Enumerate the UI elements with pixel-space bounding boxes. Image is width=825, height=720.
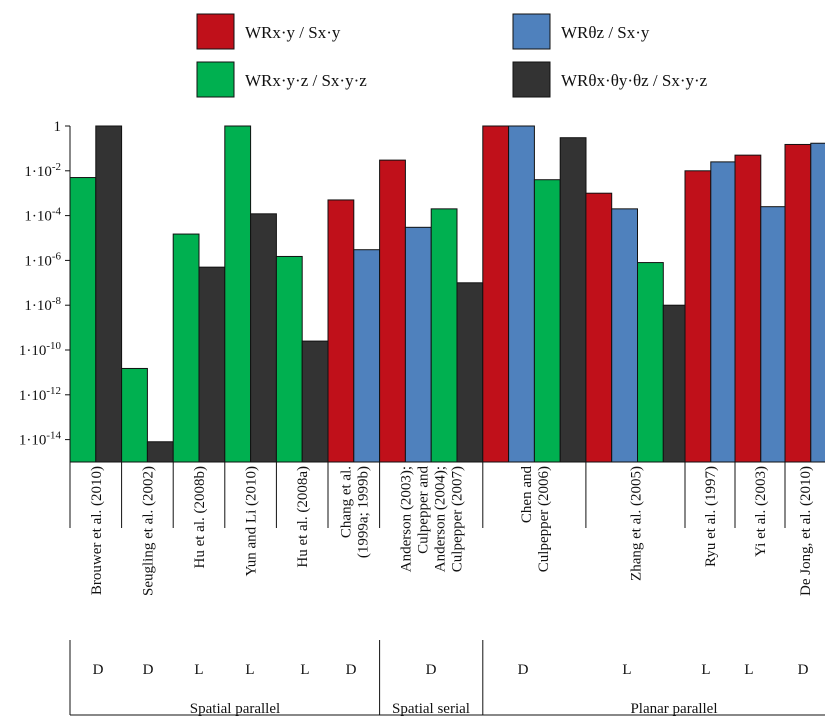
bar: [456, 282, 484, 463]
bar: [250, 213, 277, 463]
bar: [559, 137, 587, 463]
legend-label: WRx·y / Sx·y: [245, 23, 341, 42]
bar: [710, 161, 738, 463]
y-tick-label: 1·10-12: [19, 385, 61, 404]
group-label: Planar parallel: [630, 701, 717, 717]
study-label: Chen andCulpepper (2006): [519, 466, 552, 573]
y-tick-label: 1: [54, 119, 62, 135]
legend: WRx·y / Sx·y WRθz / Sx·y WRx·y·z / Sx·y·z W…: [196, 13, 708, 98]
bar: [637, 262, 664, 463]
bar: [404, 226, 432, 463]
bar: [585, 192, 613, 463]
bar: [684, 170, 712, 463]
bars: [69, 125, 825, 463]
y-tick-label: 1·10-4: [24, 206, 61, 225]
study-label: Yun and Li (2010): [244, 466, 260, 576]
y-tick-label: 1·10-14: [19, 430, 62, 449]
bar: [146, 441, 174, 463]
bar: [430, 208, 458, 463]
study-label: Hu et al. (2008a): [295, 466, 311, 568]
dof-type-label: D: [426, 662, 437, 678]
study-label: Zhang et al. (2005): [628, 466, 644, 581]
bar: [611, 208, 639, 463]
y-axis: 1 1·10-2 1·10-4 1·10-6 1·10-8 1·10-10 1·10-12 1…: [19, 119, 71, 462]
legend-swatch: [196, 61, 235, 98]
group-label: Spatial serial: [392, 701, 470, 717]
bar: [327, 199, 355, 463]
bar: [533, 179, 561, 463]
bar: [353, 249, 381, 463]
group-label: Spatial parallel: [190, 701, 280, 717]
dof-type-label: L: [701, 662, 710, 678]
study-label: Seugling et al. (2002): [140, 466, 156, 596]
bar: [784, 143, 812, 463]
legend-swatch: [196, 13, 235, 50]
bar: [482, 125, 510, 463]
bar: [734, 154, 762, 463]
dof-type-label: D: [143, 662, 154, 678]
legend-label: WRθx·θy·θz / Sx·y·z: [561, 71, 708, 90]
dof-type-label: L: [194, 662, 203, 678]
dof-type-label: L: [245, 662, 254, 678]
bar: [198, 266, 226, 463]
dof-type-label: D: [93, 662, 104, 678]
dof-type-label: L: [300, 662, 309, 678]
study-label: Hu et al. (2008b): [192, 466, 208, 568]
dof-type-label: D: [518, 662, 529, 678]
dof-type-label: L: [744, 662, 753, 678]
bar: [810, 142, 825, 463]
study-table: Brouwer et al. (2010) Seugling et al. (20…: [69, 461, 825, 717]
bar: [760, 206, 788, 463]
y-tick-label: 1·10-10: [19, 340, 62, 359]
legend-swatch: [512, 13, 551, 50]
dof-type-label: D: [346, 662, 357, 678]
y-tick-label: 1·10-2: [24, 161, 61, 180]
legend-label: WRθz / Sx·y: [561, 23, 650, 42]
study-label: De Jong, et al. (2010): [798, 466, 814, 596]
bar: [508, 125, 535, 463]
study-label: Yi et al. (2003): [753, 466, 769, 557]
bar: [69, 177, 97, 463]
legend-label: WRx·y·z / Sx·y·z: [245, 71, 367, 90]
bar: [121, 367, 148, 463]
legend-swatch: [512, 61, 551, 98]
bar: [301, 340, 329, 463]
y-tick-label: 1·10-6: [24, 250, 61, 269]
y-tick-label: 1·10-8: [24, 295, 61, 314]
study-label: Brouwer et al. (2010): [89, 466, 105, 595]
bar: [379, 159, 406, 463]
study-label: Chang et al.(1999a; 1999b): [338, 466, 371, 558]
bar: [95, 125, 123, 463]
bar: [275, 255, 303, 463]
bar: [172, 233, 200, 463]
study-label: Ryu et al. (1997): [703, 466, 719, 567]
bar: [224, 125, 252, 463]
dof-type-label: D: [798, 662, 809, 678]
dof-type-label: L: [622, 662, 631, 678]
study-label: Anderson (2003);Culpepper andAnderson (2…: [399, 466, 466, 573]
